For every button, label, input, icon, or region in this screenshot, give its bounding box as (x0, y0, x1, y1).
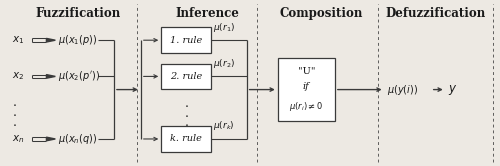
FancyBboxPatch shape (278, 58, 335, 121)
Text: $\cdot$: $\cdot$ (12, 98, 16, 111)
FancyBboxPatch shape (161, 64, 211, 89)
Text: if: if (303, 82, 310, 91)
Text: $\mu(r_k)$: $\mu(r_k)$ (214, 119, 235, 132)
Text: 1. rule: 1. rule (170, 36, 202, 45)
Text: $\cdot$: $\cdot$ (12, 108, 16, 121)
Polygon shape (46, 38, 56, 42)
Text: Fuzzification: Fuzzification (35, 7, 120, 20)
FancyBboxPatch shape (161, 27, 211, 53)
Text: $x_n$: $x_n$ (12, 133, 24, 145)
Text: $x_2$: $x_2$ (12, 71, 24, 82)
Text: $\cdot$: $\cdot$ (184, 109, 188, 122)
Polygon shape (46, 75, 56, 78)
Text: $x_1$: $x_1$ (12, 34, 24, 46)
Text: k. rule: k. rule (170, 134, 202, 143)
Text: $\cdot$: $\cdot$ (184, 99, 188, 112)
Text: $y$: $y$ (448, 83, 457, 97)
Text: Defuzzification: Defuzzification (386, 7, 486, 20)
Text: 2. rule: 2. rule (170, 72, 202, 81)
Text: $\mu(x_1(p))$: $\mu(x_1(p))$ (58, 33, 97, 47)
Text: $\mu(r_1)$: $\mu(r_1)$ (214, 21, 236, 34)
Text: $\mu(r_i)\neq 0$: $\mu(r_i)\neq 0$ (289, 100, 324, 113)
Text: Composition: Composition (280, 7, 363, 20)
Text: $\cdot$: $\cdot$ (184, 119, 188, 131)
FancyBboxPatch shape (161, 126, 211, 152)
Text: $\mu(y(i))$: $\mu(y(i))$ (387, 83, 418, 97)
Text: $\mu(r_2)$: $\mu(r_2)$ (214, 57, 236, 70)
Text: Inference: Inference (175, 7, 239, 20)
Text: $\cdot$: $\cdot$ (12, 118, 16, 131)
Text: $\mu(x_n(q))$: $\mu(x_n(q))$ (58, 132, 97, 146)
Polygon shape (46, 137, 56, 141)
Text: "U": "U" (298, 67, 315, 76)
Text: $\mu(x_2(p'))$: $\mu(x_2(p'))$ (58, 69, 100, 83)
